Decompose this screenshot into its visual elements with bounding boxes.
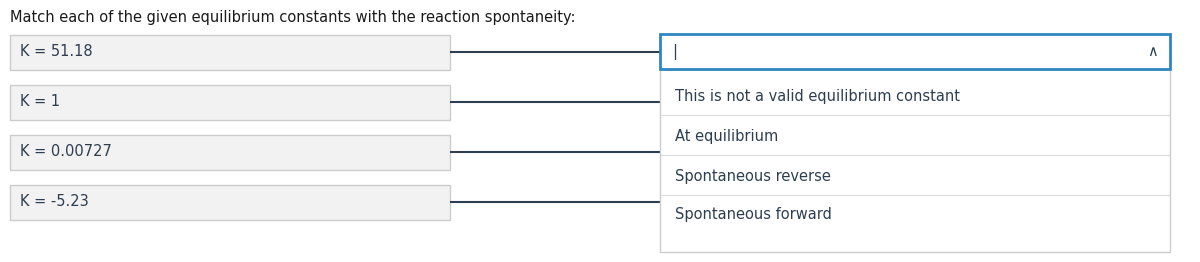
Bar	[10, 35, 450, 69]
Bar	[660, 69, 1170, 252]
Bar	[10, 134, 450, 170]
Text: At equilibrium: At equilibrium	[674, 128, 779, 144]
Bar	[10, 184, 450, 220]
Text: This is not a valid equilibrium constant: This is not a valid equilibrium constant	[674, 89, 960, 103]
Text: Match each of the given equilibrium constants with the reaction spontaneity:: Match each of the given equilibrium cons…	[10, 10, 576, 25]
Text: |: |	[672, 44, 677, 60]
Text: K = 0.00727: K = 0.00727	[20, 145, 112, 160]
Bar	[660, 34, 1170, 69]
Text: K = 1: K = 1	[20, 95, 60, 110]
Text: K = 51.18: K = 51.18	[20, 45, 92, 59]
Text: Spontaneous forward: Spontaneous forward	[674, 208, 832, 222]
Text: ∧: ∧	[1147, 45, 1158, 59]
Bar	[10, 85, 450, 119]
Text: K = -5.23: K = -5.23	[20, 194, 89, 210]
Text: Spontaneous reverse: Spontaneous reverse	[674, 168, 830, 183]
